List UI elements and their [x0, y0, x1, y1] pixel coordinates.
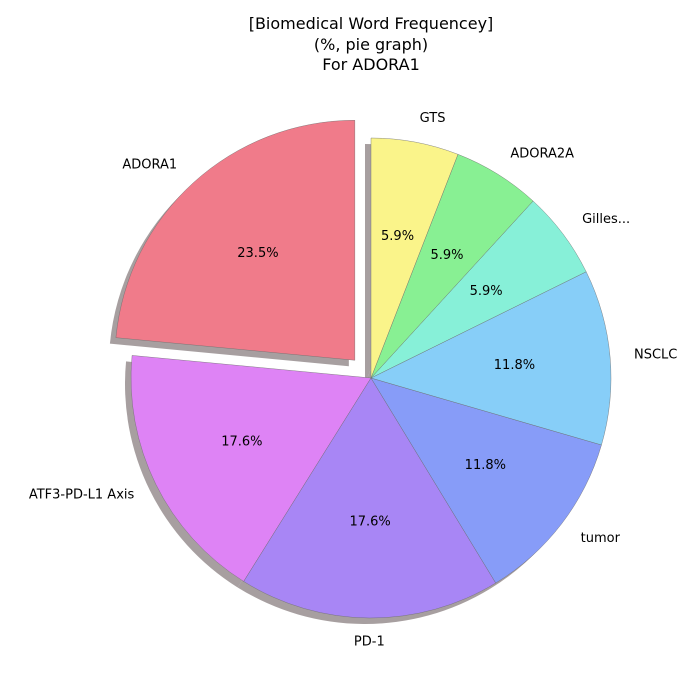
slice-label-nsclc: NSCLC [634, 347, 677, 362]
slice-labels: ADORA1 23.5% ATF3-PD-L1 Axis 17.6% PD-1 17.6%… [29, 111, 677, 649]
slice-percent-gilles: 5.9% [470, 284, 503, 299]
pie-slices [115, 120, 612, 619]
chart-title: [Biomedical Word Frequencey] (%, pie gra… [249, 14, 494, 74]
slice-label-atf3-pd-l1-axis: ATF3-PD-L1 Axis [29, 487, 135, 502]
slice-adora1[interactable] [115, 120, 356, 361]
slice-tumor[interactable] [370, 377, 602, 584]
slice-label-pd-1: PD-1 [354, 634, 385, 649]
slice-percent-adora2a: 5.9% [430, 248, 463, 263]
slice-pd-1[interactable] [243, 377, 497, 619]
slice-label-gilles: Gilles... [582, 212, 630, 227]
slice-gts[interactable] [370, 137, 459, 379]
slice-nsclc[interactable] [370, 271, 612, 446]
slice-percent-nsclc: 11.8% [494, 358, 535, 373]
chart-title-line-1: [Biomedical Word Frequencey] [249, 14, 494, 33]
slice-percent-gts: 5.9% [381, 229, 414, 244]
slice-label-adora1: ADORA1 [122, 157, 177, 172]
slice-label-adora2a: ADORA2A [510, 146, 574, 161]
slice-label-gts: GTS [420, 111, 446, 126]
slice-percent-tumor: 11.8% [465, 458, 506, 473]
slice-atf3-pd-l1-axis[interactable] [130, 355, 372, 582]
slice-percent-pd-1: 17.6% [349, 514, 390, 529]
slice-label-tumor: tumor [581, 531, 621, 546]
slice-percent-atf3-pd-l1-axis: 17.6% [221, 434, 262, 449]
chart-title-line-2: (%, pie graph) [314, 35, 428, 54]
chart-title-line-3: For ADORA1 [322, 55, 420, 74]
slice-percent-adora1: 23.5% [237, 246, 278, 261]
